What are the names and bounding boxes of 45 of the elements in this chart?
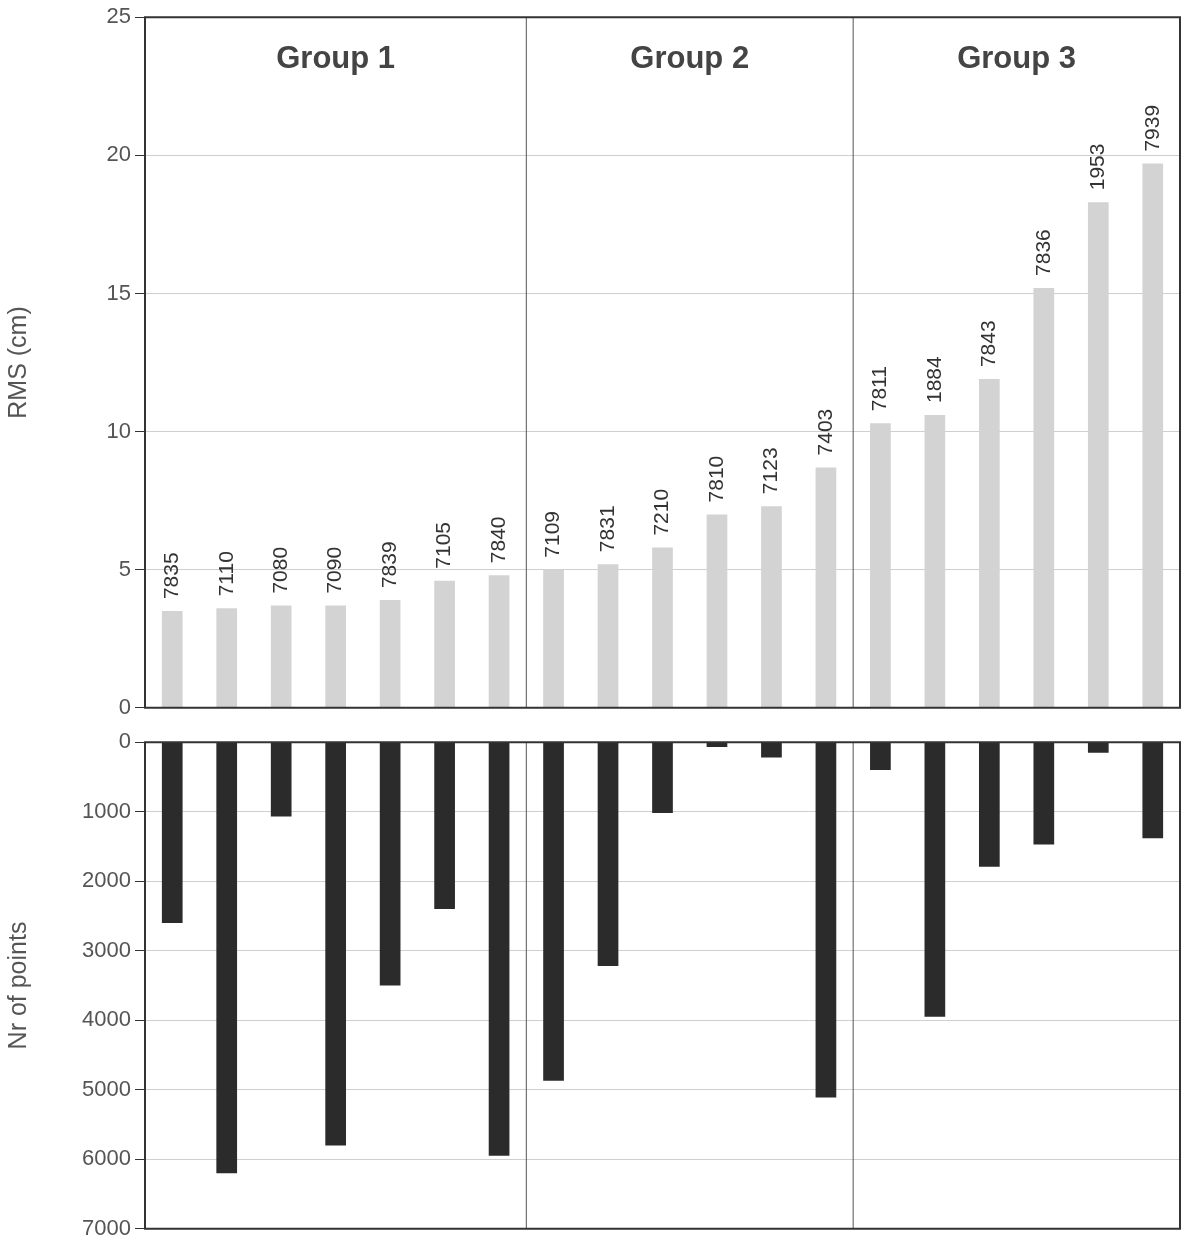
y-tick-label: 25: [106, 3, 131, 29]
x-tick-label: 7090: [322, 546, 346, 594]
bar: [270, 605, 292, 708]
x-tick-label: 7810: [703, 455, 727, 503]
y-tick-label: 7000: [82, 1214, 131, 1240]
x-tick-label: 7836: [1030, 229, 1054, 276]
x-tick-label: 7835: [159, 552, 183, 600]
x-tick-label: 7109: [540, 510, 564, 558]
y-axis-title: RMS (cm): [2, 306, 31, 419]
x-tick-label: 7811: [867, 366, 891, 412]
annotation: Group 3: [957, 39, 1076, 75]
y-tick-label: 5: [118, 555, 131, 581]
y-tick-label: 10: [106, 417, 131, 443]
x-tick-label: 1884: [921, 355, 945, 403]
annotation: Group 2: [630, 39, 750, 75]
y-tick-label: 2000: [82, 867, 131, 893]
x-tick-label: 7839: [376, 541, 400, 589]
x-tick-label: 7210: [649, 488, 673, 536]
bar: [434, 580, 455, 708]
bar: [488, 575, 510, 708]
x-tick-label: 7110: [213, 551, 237, 597]
x-tick-label: 7831: [594, 505, 618, 553]
annotation: Group 1: [276, 39, 396, 75]
y-tick-label: 5000: [82, 1075, 131, 1101]
bar: [161, 611, 183, 708]
x-tick-label: 7843: [976, 320, 1000, 368]
x-tick-label: 7840: [485, 516, 509, 564]
x-tick-label: 1953: [1085, 143, 1109, 191]
bar: [216, 608, 238, 708]
x-tick-label: 7939: [1139, 104, 1163, 152]
y-tick-label: 4000: [82, 1006, 131, 1032]
y-tick-label: 6000: [82, 1145, 131, 1171]
x-tick-label: 7080: [267, 546, 291, 594]
y-tick-label: 1000: [82, 797, 131, 823]
y-tick-label: 20: [106, 141, 131, 167]
y-tick-label: 15: [106, 279, 131, 305]
x-tick-label: 7123: [758, 447, 782, 495]
x-tick-label: 7105: [431, 522, 455, 569]
bar: [379, 600, 401, 708]
bar: [325, 605, 347, 708]
x-tick-label: 7403: [812, 408, 836, 456]
y-tick-label: 0: [118, 693, 131, 719]
y-tick-label: 0: [118, 728, 131, 754]
y-axis-title: Nr of points: [2, 921, 31, 1050]
y-tick-label: 3000: [82, 936, 131, 962]
